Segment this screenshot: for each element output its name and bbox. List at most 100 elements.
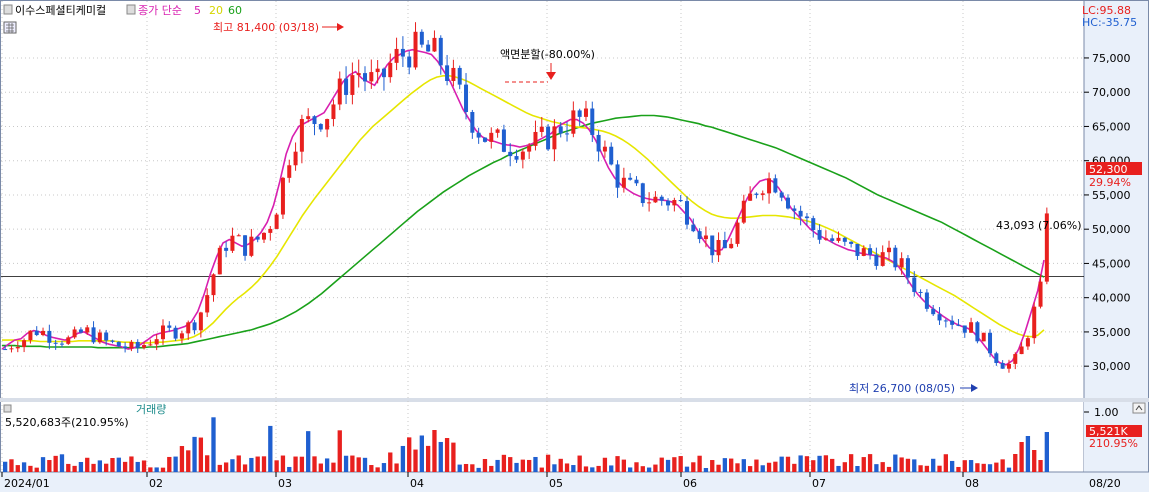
y-tick-label: 65,000	[1092, 120, 1131, 133]
candle-down	[874, 254, 879, 266]
candle-up	[356, 73, 361, 76]
candle-up	[981, 332, 986, 342]
candle-up	[375, 68, 380, 73]
candle-up	[198, 312, 203, 331]
candle-up	[861, 248, 866, 256]
ma-menu-icon[interactable]	[126, 4, 136, 15]
candle-down	[905, 258, 910, 278]
candle-down	[508, 151, 513, 157]
candle-up	[653, 196, 658, 203]
volume-bar-up	[223, 462, 229, 472]
candle-down	[628, 177, 633, 180]
volume-bar-up	[280, 455, 286, 472]
volume-bar-up	[369, 465, 374, 472]
candle-down	[173, 327, 178, 339]
candle-down	[773, 178, 778, 193]
volume-bar-down	[609, 465, 614, 472]
volume-bar-down	[268, 425, 273, 472]
volume-menu-icon[interactable]	[3, 404, 12, 413]
candle-up	[306, 116, 311, 119]
current-pct-text: 29.94%	[1089, 176, 1131, 189]
volume-bar-down	[21, 462, 27, 472]
candle-down	[849, 241, 854, 244]
volume-bar-up	[1038, 460, 1043, 472]
volume-bar-up	[962, 460, 967, 472]
candle-up	[274, 214, 279, 229]
volume-bar-down	[306, 431, 311, 472]
y-tick-label: 35,000	[1092, 326, 1131, 339]
candle-up	[583, 108, 588, 117]
volume-bar-up	[861, 457, 866, 472]
volume-bar-up	[489, 465, 494, 472]
volume-bar-down	[855, 466, 860, 472]
candle-down	[943, 320, 948, 322]
volume-bar-down	[533, 456, 538, 472]
current-price-badge	[1086, 162, 1142, 175]
candle-down	[400, 48, 405, 57]
volume-bar-up	[577, 455, 582, 472]
candle-up	[369, 72, 374, 82]
volume-bar-down	[419, 435, 424, 472]
volume-bar-up	[337, 430, 342, 472]
volume-scroll-glyph	[1135, 405, 1143, 411]
y-tick-label: 40,000	[1092, 292, 1131, 305]
volume-bar-up	[179, 446, 185, 472]
volume-bar-up	[312, 456, 317, 472]
candle-up	[154, 339, 159, 345]
candle-up	[533, 131, 538, 146]
volume-bar-up	[501, 454, 507, 472]
candle-down	[224, 247, 229, 251]
stock-menu-icon[interactable]	[3, 4, 13, 15]
volume-bar-up	[621, 459, 627, 472]
candle-up	[41, 330, 46, 336]
candle-up	[97, 332, 102, 343]
candle-up	[236, 235, 241, 237]
candle-down	[482, 137, 487, 142]
candle-up	[602, 146, 607, 152]
candle-down	[855, 243, 860, 256]
candle-up	[262, 232, 266, 240]
volume-bar-up	[558, 458, 563, 472]
volume-bar-down	[97, 460, 103, 472]
volume-bar-up	[811, 460, 816, 472]
candle-down	[640, 183, 645, 204]
volume-scroll-icon[interactable]	[1132, 402, 1146, 414]
volume-bar-down	[287, 466, 292, 472]
volume-bar-up	[1032, 450, 1037, 472]
date-tick-labels: 2024/01 02 03 04 05 06 07 08 08/20	[1, 472, 1121, 490]
volume-bar-up	[716, 464, 721, 472]
candle-down	[123, 346, 128, 349]
candle-down	[445, 65, 450, 81]
candle-up	[735, 222, 740, 244]
volume-bar-down	[874, 464, 879, 472]
candle-down	[678, 199, 683, 202]
candle-up	[1032, 306, 1037, 339]
candle-down	[457, 67, 462, 85]
volume-bar-up	[425, 445, 431, 472]
candle-down	[318, 124, 323, 130]
candle-up	[394, 48, 399, 63]
volume-bar-up	[697, 455, 702, 472]
candle-up	[1013, 354, 1018, 364]
x-tick-label: 05	[549, 477, 563, 490]
candle-down	[609, 146, 614, 165]
candle-up	[760, 193, 765, 195]
ma-label: 종가 단순	[138, 4, 182, 17]
volume-bar-up	[823, 455, 829, 472]
candle-down	[994, 353, 999, 363]
volume-badge-text: 5,521K	[1089, 425, 1128, 438]
volume-bar-up	[602, 457, 608, 472]
volume-bar-down	[760, 465, 765, 472]
candle-down	[407, 56, 412, 68]
stock-name: 이수스페셜티케미컬	[15, 4, 106, 17]
volume-bar-up	[754, 459, 759, 472]
candle-down	[691, 224, 696, 232]
volume-bar-up	[217, 464, 222, 472]
volume-bar-up	[53, 455, 58, 472]
volume-bar-up	[110, 458, 115, 472]
candle-down	[590, 108, 595, 135]
grid-toggle-icon[interactable]	[3, 21, 17, 34]
volume-bar-up	[331, 462, 336, 472]
volume-bar-up	[242, 464, 248, 472]
volume-bar-up	[236, 455, 241, 472]
